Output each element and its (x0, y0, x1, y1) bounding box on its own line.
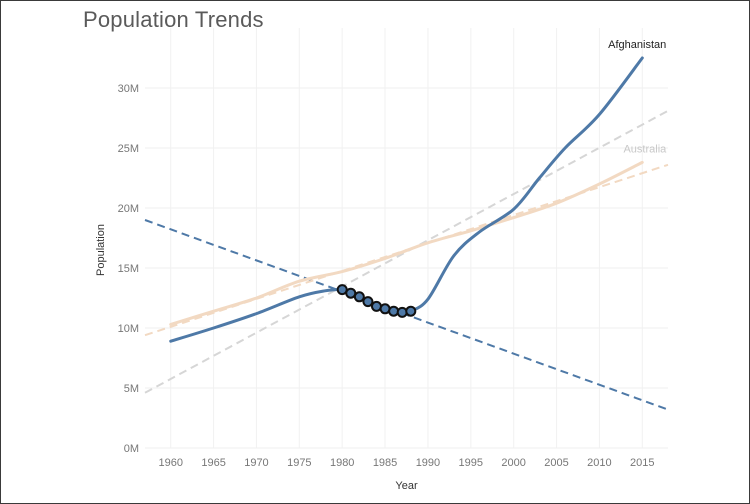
y-tick-label: 0M (124, 443, 139, 455)
x-tick-label: 2005 (544, 457, 568, 469)
series-label-afghanistan: Afghanistan (608, 39, 666, 51)
y-tick-label: 10M (118, 323, 139, 335)
y-axis-title: Population (95, 224, 107, 276)
x-tick-label: 1975 (287, 457, 311, 469)
series-line-afghanistan (169, 56, 644, 343)
x-tick-label: 2015 (630, 457, 654, 469)
y-tick-label: 25M (118, 143, 139, 155)
x-tick-label: 1995 (459, 457, 483, 469)
highlight-point (362, 296, 374, 308)
x-tick-label: 1960 (158, 457, 182, 469)
x-tick-label: 1965 (201, 457, 225, 469)
series-line-australia (169, 160, 644, 326)
highlight-point (353, 291, 365, 303)
x-tick-label: 1985 (373, 457, 397, 469)
x-tick-label: 2010 (587, 457, 611, 469)
y-tick-label: 5M (124, 383, 139, 395)
chart-title: Population Trends (83, 7, 264, 32)
highlight-point (396, 306, 408, 318)
x-tick-label: 1990 (416, 457, 440, 469)
series-label-australia: Australia (623, 143, 667, 155)
y-tick-label: 15M (118, 263, 139, 275)
y-tick-label: 30M (118, 83, 139, 95)
y-tick-label: 20M (118, 203, 139, 215)
x-tick-label: 1980 (330, 457, 354, 469)
x-tick-label: 1970 (244, 457, 268, 469)
x-tick-label: 2000 (501, 457, 525, 469)
highlight-point (388, 305, 400, 317)
trend-line-all (144, 109, 669, 394)
highlight-point (405, 305, 417, 317)
x-axis-title: Year (395, 480, 418, 492)
